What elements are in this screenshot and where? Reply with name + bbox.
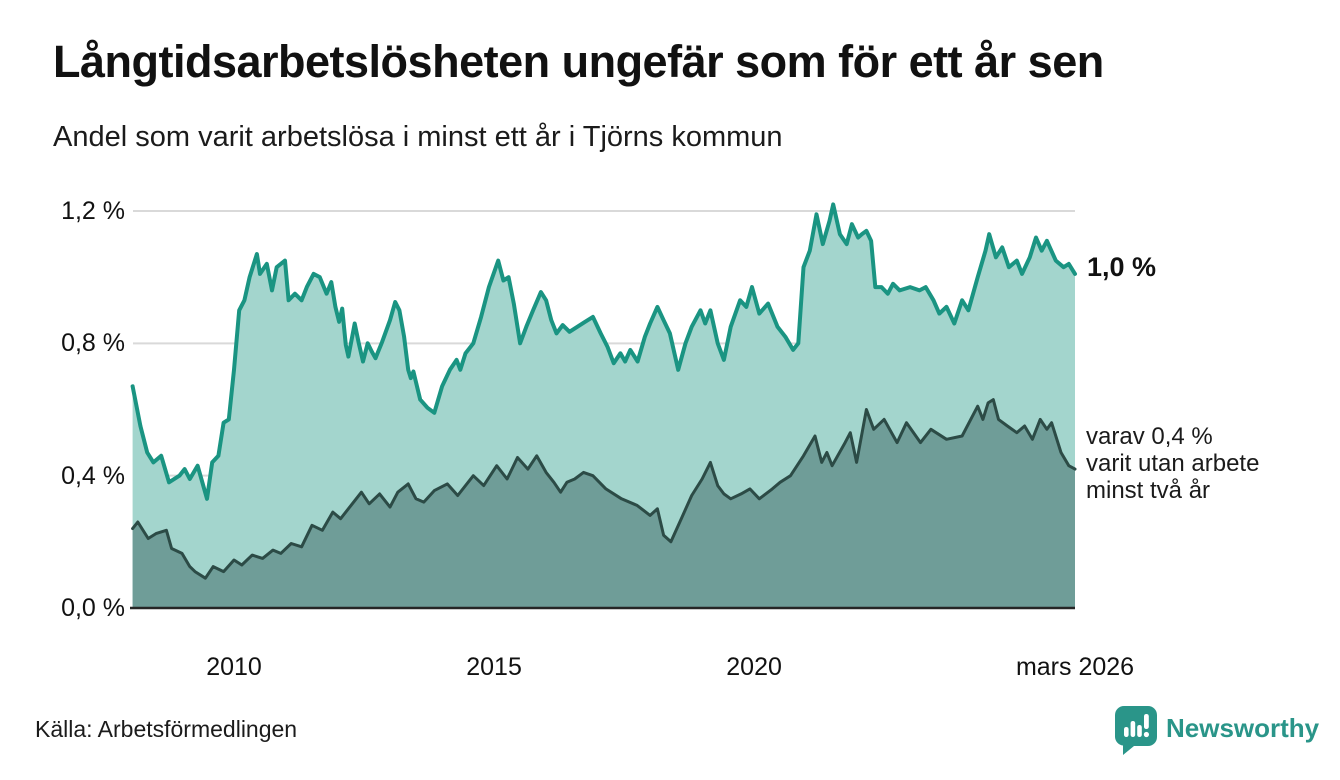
x-tick-label: 2020 — [726, 653, 782, 681]
newsworthy-logo: Newsworthy — [1115, 706, 1319, 756]
series-line-2 — [131, 398, 1077, 580]
series2-end-value-label: varav 0,4 % varit utan arbete minst två … — [1086, 423, 1259, 504]
series-line-1 — [130, 202, 1077, 501]
newsworthy-wordmark: Newsworthy — [1166, 713, 1320, 743]
series-area-2 — [132, 399, 1076, 608]
page-title: Långtidsarbetslösheten ungefär som för e… — [53, 36, 1104, 87]
series2-end-label-line1: varav 0,4 % — [1086, 423, 1213, 450]
x-tick-label: 2015 — [466, 653, 522, 681]
series1-end-value-label: 1,0 % — [1087, 252, 1157, 282]
page-subtitle: Andel som varit arbetslösa i minst ett å… — [53, 121, 783, 153]
x-tick-label: 2010 — [206, 653, 262, 681]
newsworthy-bubble-icon — [1115, 706, 1157, 755]
x-tick-label: mars 2026 — [1015, 653, 1135, 681]
source-attribution: Källa: Arbetsförmedlingen — [35, 716, 298, 742]
y-tick-label: 1,2 % — [61, 197, 125, 225]
y-tick-label: 0,8 % — [61, 329, 125, 358]
y-tick-label: 0,4 % — [61, 461, 125, 490]
y-tick-label: 0,0 % — [61, 594, 125, 622]
series2-end-label-line2: varit utan arbete — [1086, 450, 1260, 477]
series2-end-label-line3: minst två år — [1086, 477, 1211, 504]
